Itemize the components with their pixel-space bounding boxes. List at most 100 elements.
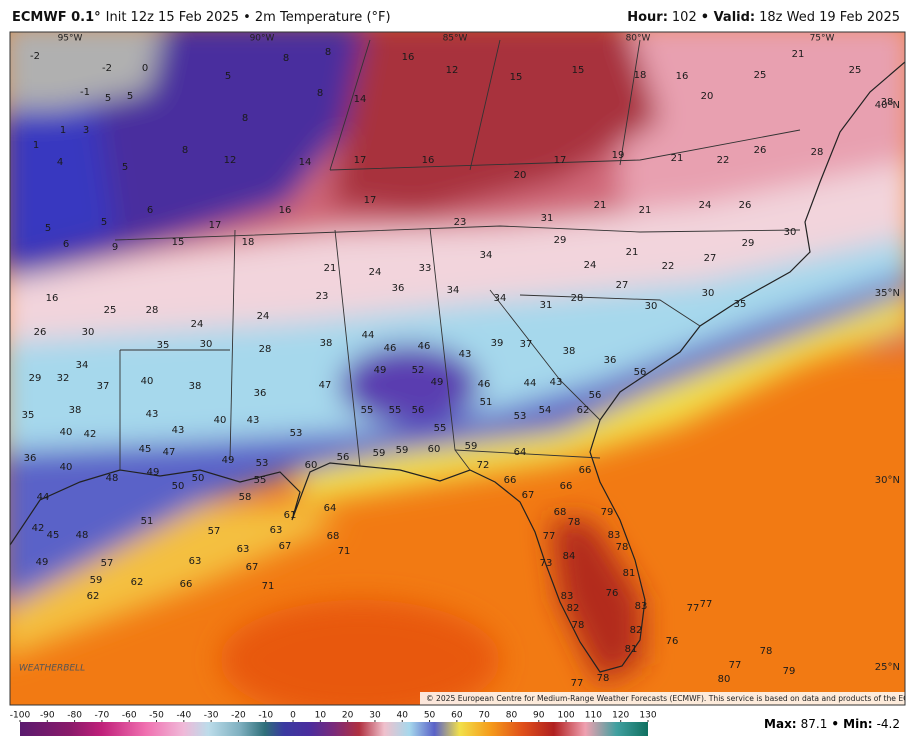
station-value: 63: [189, 556, 202, 567]
lon-label: 90°W: [250, 34, 275, 44]
station-value: 66: [180, 579, 193, 590]
colorbar-tick-label: -100: [10, 711, 31, 721]
station-value: 58: [239, 492, 252, 503]
station-value: 33: [419, 263, 432, 274]
station-value: 31: [541, 213, 554, 224]
station-value: 24: [584, 260, 597, 271]
station-value: 8: [242, 113, 248, 124]
station-value: 71: [262, 581, 275, 592]
station-value: 60: [305, 460, 318, 471]
station-value: 30: [645, 301, 658, 312]
station-value: 28: [146, 305, 159, 316]
station-value: 56: [634, 367, 647, 378]
station-value: 24: [369, 267, 382, 278]
station-value: 43: [146, 409, 159, 420]
station-value: 46: [478, 379, 491, 390]
station-value: 51: [141, 516, 154, 527]
station-value: 46: [418, 341, 431, 352]
station-value: 23: [316, 291, 329, 302]
max-label: Max:: [764, 717, 797, 731]
station-value: 21: [639, 205, 652, 216]
station-value: 36: [392, 283, 405, 294]
graticule-labels: 95°W 90°W 85°W 80°W 75°W 40°N 35°N 30°N 25°N: [58, 34, 900, 674]
station-value: 80: [718, 674, 731, 685]
station-value: 81: [625, 644, 638, 655]
station-value: 38: [69, 405, 82, 416]
station-value: 16: [279, 205, 292, 216]
station-value: 29: [742, 238, 755, 249]
station-value: 66: [504, 475, 517, 486]
colorbar-tick-label: 0: [290, 711, 296, 721]
colorbar-tick-label: 100: [557, 711, 574, 721]
station-value: 66: [579, 465, 592, 476]
station-value: 36: [254, 388, 267, 399]
station-value: 26: [754, 145, 767, 156]
hour-label: Hour:: [627, 10, 668, 25]
station-value: 42: [84, 429, 97, 440]
station-value: 68: [327, 531, 340, 542]
header-bar: [0, 0, 913, 32]
station-value: 20: [514, 170, 527, 181]
station-value: 68: [554, 507, 567, 518]
map-frame: [9, 31, 906, 706]
station-value: 50: [192, 473, 205, 484]
station-value: 34: [447, 285, 460, 296]
station-value: 45: [139, 444, 152, 455]
copyright-box: [420, 692, 905, 705]
colorbar-tick-label: 80: [506, 711, 518, 721]
station-value: 29: [29, 373, 42, 384]
station-value: 78: [572, 620, 585, 631]
station-value: 31: [540, 300, 553, 311]
station-value: 14: [299, 157, 312, 168]
lat-label: 30°N: [875, 475, 900, 486]
station-value: 5: [101, 217, 107, 228]
station-value: 43: [550, 377, 563, 388]
station-value: 64: [514, 447, 527, 458]
station-value: 77: [543, 531, 556, 542]
station-value: 56: [589, 390, 602, 401]
station-value: 72: [477, 460, 490, 471]
station-value: 30: [82, 327, 95, 338]
colorbar-tick-label: -30: [204, 711, 219, 721]
valid-label: • Valid:: [701, 10, 755, 25]
station-value: 53: [514, 411, 527, 422]
station-value: 43: [172, 425, 185, 436]
station-value: 38: [189, 381, 202, 392]
station-value: 27: [616, 280, 629, 291]
station-value: 53: [290, 428, 303, 439]
station-value: 34: [480, 250, 493, 261]
station-value: 36: [604, 355, 617, 366]
station-value: 21: [594, 200, 607, 211]
station-value: 9: [112, 242, 118, 253]
station-value: 8: [182, 145, 188, 156]
lat-label: 35°N: [875, 288, 900, 299]
colorbar-tick-label: 110: [585, 711, 602, 721]
colorbar-tick-label: 130: [639, 711, 656, 721]
station-value: 37: [520, 339, 533, 350]
station-value: 55: [361, 405, 374, 416]
station-value: 16: [402, 52, 415, 63]
station-value: -1: [80, 87, 90, 98]
station-value: 0: [142, 63, 148, 74]
station-value: 54: [539, 405, 552, 416]
station-value: 60: [428, 444, 441, 455]
station-value: 73: [540, 558, 553, 569]
station-value: 16: [676, 71, 689, 82]
coastline: [10, 61, 905, 673]
valid: 18z Wed 19 Feb 2025: [759, 10, 900, 25]
station-value: 8: [283, 53, 289, 64]
colorbar-tick-label: -70: [95, 711, 110, 721]
station-value: 62: [577, 405, 590, 416]
station-value: 25: [849, 65, 862, 76]
station-value: 30: [200, 339, 213, 350]
header-right: Hour: 102 • Valid: 18z Wed 19 Feb 2025: [627, 10, 900, 25]
station-value: 24: [191, 319, 204, 330]
station-value: 40: [214, 415, 227, 426]
station-value: 83: [635, 601, 648, 612]
lon-label: 75°W: [810, 34, 835, 44]
station-value: 15: [172, 237, 185, 248]
station-value: 40: [141, 376, 154, 387]
station-value: 25: [104, 305, 117, 316]
